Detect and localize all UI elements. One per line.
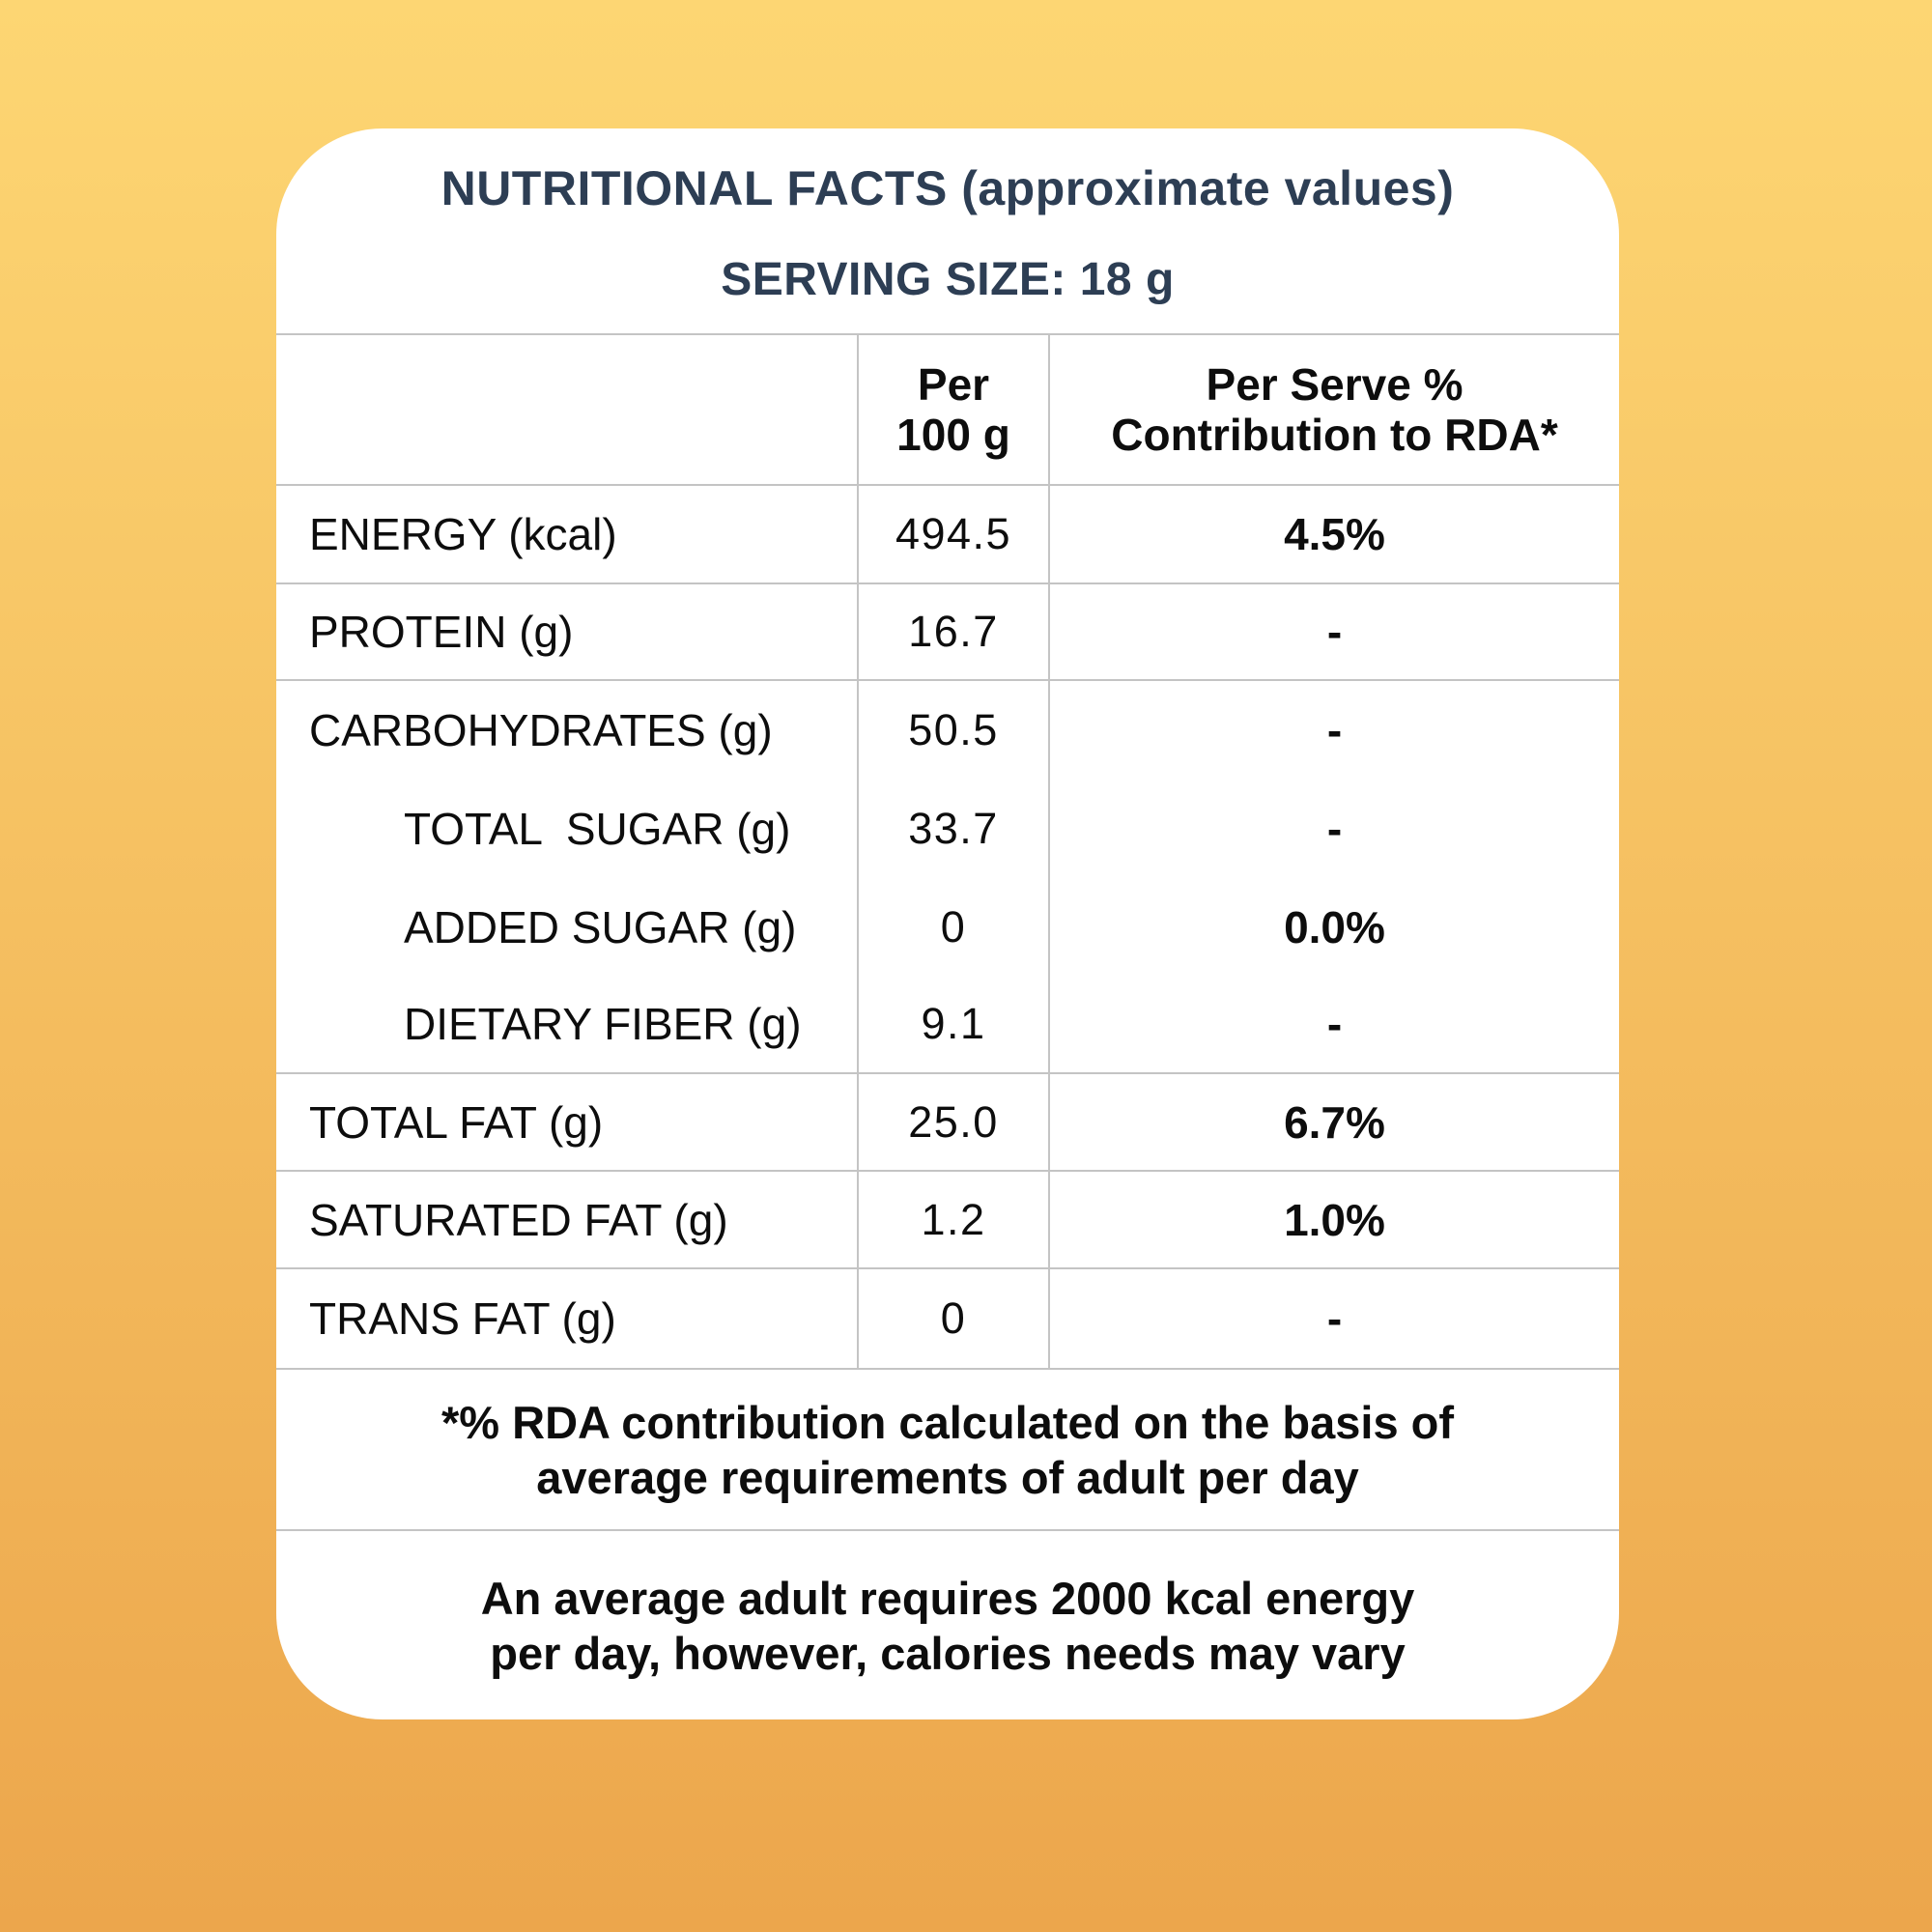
- header-per-serve-rda: Per Serve % Contribution to RDA*: [1048, 335, 1619, 484]
- rda-percent-value: 1.0%: [1048, 1172, 1619, 1267]
- table-row-protein: PROTEIN (g) 16.7 -: [276, 584, 1619, 681]
- rda-percent-value: -: [1048, 1269, 1619, 1368]
- per-100g-value: 16.7: [857, 584, 1048, 679]
- rda-footnote: *% RDA contribution calculated on the ba…: [276, 1370, 1619, 1531]
- label-title: NUTRITIONAL FACTS (approximate values): [440, 161, 1455, 215]
- calorie-footnote-line1: An average adult requires 2000 kcal ener…: [480, 1572, 1415, 1624]
- table-row-energy: ENERGY (kcal) 494.5 4.5%: [276, 486, 1619, 584]
- nutrient-label: ADDED SUGAR (g): [404, 901, 797, 952]
- nutrient-label: CARBOHYDRATES (g): [309, 705, 773, 755]
- rda-percent-value: 4.5%: [1048, 486, 1619, 582]
- rda-percent-value: -: [1048, 584, 1619, 679]
- per-100g-value: 25.0: [857, 1074, 1048, 1170]
- header-empty-cell: [276, 335, 857, 484]
- nutrient-label: ENERGY (kcal): [309, 509, 617, 559]
- calorie-footnote: An average adult requires 2000 kcal ener…: [276, 1531, 1619, 1719]
- per-100g-value: 9.1: [857, 976, 1048, 1072]
- rda-percent-value: 6.7%: [1048, 1074, 1619, 1170]
- table-row-saturated-fat: SATURATED FAT (g) 1.2 1.0%: [276, 1172, 1619, 1269]
- nutrient-label: TOTAL FAT (g): [309, 1096, 604, 1148]
- table-row-carbohydrates: CARBOHYDRATES (g) 50.5 -: [276, 681, 1619, 780]
- nutrient-label: TOTAL SUGAR (g): [404, 804, 791, 854]
- nutrient-label: PROTEIN (g): [309, 607, 574, 657]
- header-per-100g-line2: 100 g: [896, 410, 1010, 460]
- calorie-footnote-line2: per day, however, calories needs may var…: [490, 1627, 1406, 1679]
- rda-footnote-line2: average requirements of adult per day: [536, 1451, 1359, 1503]
- table-row-total-sugar: TOTAL SUGAR (g) 33.7 -: [276, 780, 1619, 878]
- rda-footnote-line1: *% RDA contribution calculated on the ba…: [440, 1396, 1455, 1448]
- per-100g-value: 494.5: [857, 486, 1048, 582]
- header-per-serve-line2: Contribution to RDA*: [1111, 410, 1558, 460]
- rda-percent-value: -: [1048, 780, 1619, 878]
- per-100g-value: 50.5: [857, 681, 1048, 780]
- serving-size-text: SERVING SIZE: 18 g: [721, 254, 1175, 305]
- table-row-total-fat: TOTAL FAT (g) 25.0 6.7%: [276, 1074, 1619, 1172]
- header-per-serve-line1: Per Serve %: [1206, 359, 1463, 410]
- per-100g-value: 0: [857, 1269, 1048, 1368]
- nutrient-label: SATURATED FAT (g): [309, 1194, 728, 1245]
- header-per-100g: Per 100 g: [857, 335, 1048, 484]
- nutrition-table: Per 100 g Per Serve % Contribution to RD…: [276, 333, 1619, 1719]
- header-per-100g-line1: Per: [917, 359, 990, 410]
- table-row-trans-fat: TRANS FAT (g) 0 -: [276, 1269, 1619, 1370]
- rda-percent-value: -: [1048, 681, 1619, 780]
- nutrition-label-card: NUTRITIONAL FACTS (approximate values) S…: [276, 128, 1619, 1719]
- per-100g-value: 33.7: [857, 780, 1048, 878]
- rda-percent-value: -: [1048, 976, 1619, 1072]
- table-row-added-sugar: ADDED SUGAR (g) 0 0.0%: [276, 878, 1619, 976]
- nutrient-label: TRANS FAT (g): [309, 1293, 616, 1344]
- table-row-dietary-fiber: DIETARY FIBER (g) 9.1 -: [276, 976, 1619, 1074]
- per-100g-value: 1.2: [857, 1172, 1048, 1267]
- rda-percent-value: 0.0%: [1048, 878, 1619, 976]
- per-100g-value: 0: [857, 878, 1048, 976]
- nutrient-label: DIETARY FIBER (g): [404, 999, 802, 1049]
- table-header-row: Per 100 g Per Serve % Contribution to RD…: [276, 333, 1619, 486]
